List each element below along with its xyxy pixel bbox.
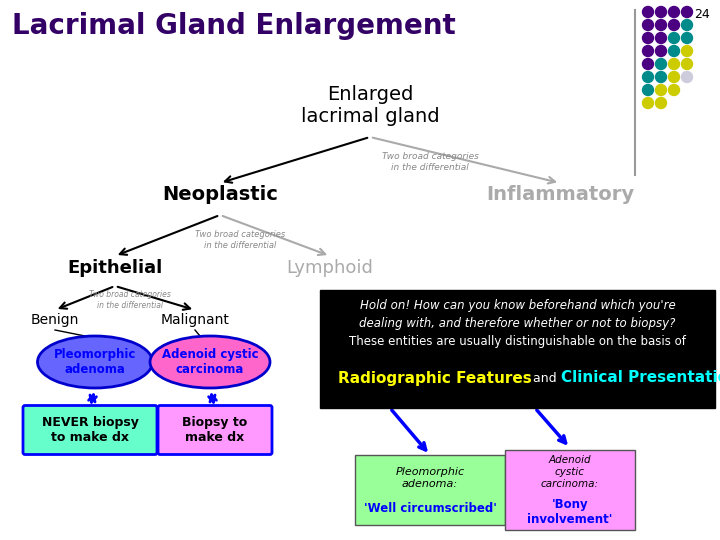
FancyBboxPatch shape	[23, 406, 157, 455]
Circle shape	[642, 32, 654, 44]
Text: Lacrimal Gland Enlargement: Lacrimal Gland Enlargement	[12, 12, 456, 40]
Circle shape	[655, 58, 667, 70]
Text: Adenoid cystic
carcinoma: Adenoid cystic carcinoma	[162, 348, 258, 376]
Text: Two broad categories
in the differential: Two broad categories in the differential	[89, 291, 171, 310]
Circle shape	[682, 19, 693, 30]
Circle shape	[655, 6, 667, 17]
Text: Adenoid
cystic
carcinoma:: Adenoid cystic carcinoma:	[541, 455, 599, 489]
Text: NEVER biopsy
to make dx: NEVER biopsy to make dx	[42, 416, 138, 444]
Circle shape	[682, 45, 693, 57]
Circle shape	[682, 32, 693, 44]
Text: Pleomorphic
adenoma:: Pleomorphic adenoma:	[395, 467, 464, 489]
Circle shape	[655, 45, 667, 57]
Circle shape	[655, 84, 667, 96]
FancyBboxPatch shape	[320, 290, 715, 408]
Text: Inflammatory: Inflammatory	[486, 186, 634, 205]
Circle shape	[642, 58, 654, 70]
Circle shape	[682, 71, 693, 83]
Text: These entities are usually distinguishable on the basis of: These entities are usually distinguishab…	[349, 335, 686, 348]
Text: Neoplastic: Neoplastic	[162, 186, 278, 205]
Circle shape	[668, 45, 680, 57]
Circle shape	[682, 6, 693, 17]
Text: Two broad categories
in the differential: Two broad categories in the differential	[195, 230, 285, 249]
Text: and: and	[529, 372, 561, 384]
Circle shape	[668, 19, 680, 30]
Circle shape	[642, 84, 654, 96]
Text: Biopsy to
make dx: Biopsy to make dx	[182, 416, 248, 444]
Circle shape	[668, 84, 680, 96]
Text: Radiographic Features: Radiographic Features	[338, 370, 532, 386]
Circle shape	[642, 98, 654, 109]
Ellipse shape	[37, 336, 153, 388]
FancyBboxPatch shape	[355, 455, 505, 525]
Text: Epithelial: Epithelial	[68, 259, 163, 277]
Text: Malignant: Malignant	[161, 313, 230, 327]
Circle shape	[655, 98, 667, 109]
Text: dealing with, and therefore whether or not to biopsy?: dealing with, and therefore whether or n…	[359, 318, 675, 330]
FancyBboxPatch shape	[158, 406, 272, 455]
Text: Clinical Presentation: Clinical Presentation	[561, 370, 720, 386]
Circle shape	[668, 58, 680, 70]
Circle shape	[668, 6, 680, 17]
Text: 'Well circumscribed': 'Well circumscribed'	[364, 502, 496, 515]
Circle shape	[682, 58, 693, 70]
Circle shape	[642, 45, 654, 57]
Text: Hold on! How can you know beforehand which you're: Hold on! How can you know beforehand whi…	[359, 300, 675, 313]
Circle shape	[642, 6, 654, 17]
Text: Two broad categories
in the differential: Two broad categories in the differential	[382, 152, 478, 172]
Circle shape	[655, 19, 667, 30]
Circle shape	[668, 32, 680, 44]
Circle shape	[668, 71, 680, 83]
Text: 24: 24	[694, 8, 710, 21]
Circle shape	[655, 71, 667, 83]
Circle shape	[642, 71, 654, 83]
FancyBboxPatch shape	[505, 450, 635, 530]
Text: 'Bony
involvement': 'Bony involvement'	[527, 498, 613, 526]
Text: Lymphoid: Lymphoid	[287, 259, 374, 277]
Text: Enlarged
lacrimal gland: Enlarged lacrimal gland	[301, 84, 439, 125]
Text: Pleomorphic
adenoma: Pleomorphic adenoma	[54, 348, 136, 376]
Ellipse shape	[150, 336, 270, 388]
Circle shape	[655, 32, 667, 44]
Circle shape	[642, 19, 654, 30]
Text: Benign: Benign	[31, 313, 79, 327]
